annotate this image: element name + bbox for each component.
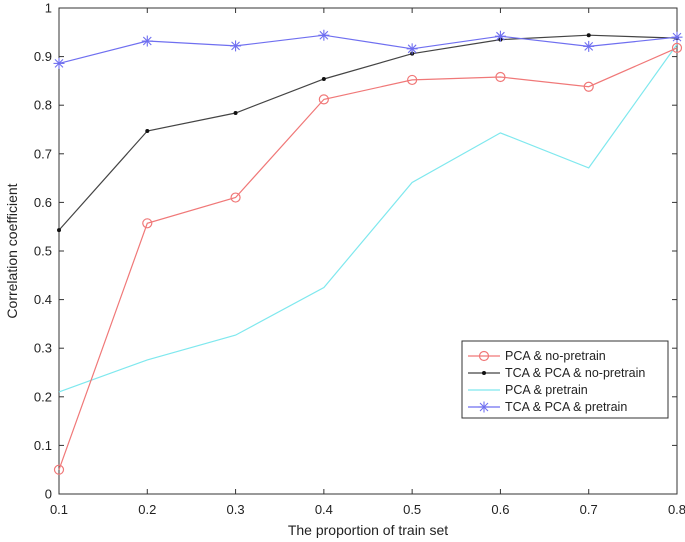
legend-marker-dot (482, 371, 486, 375)
legend-label-tca-pca-pretrain: TCA & PCA & pretrain (505, 400, 627, 414)
data-point-tca-pca-no-pretrain (57, 228, 61, 233)
legend-label-pca-pretrain: PCA & pretrain (505, 383, 588, 397)
legend-marker-star (478, 401, 490, 413)
y-tick-label: 1 (45, 1, 52, 16)
x-tick-label: 0.2 (138, 502, 156, 517)
legend-entry-tca-pca-no-pretrain: TCA & PCA & no-pretrain (468, 366, 645, 380)
data-point-pca-no-pretrain (142, 218, 153, 229)
data-point-tca-pca-pretrain (494, 30, 506, 42)
y-tick-label: 0.1 (34, 438, 52, 453)
y-axis-label: Correlation coefficient (4, 183, 20, 318)
data-point-pca-no-pretrain (583, 81, 594, 92)
star-stroke (231, 41, 240, 51)
star-stroke (54, 59, 64, 68)
y-tick-label: 0.3 (34, 341, 52, 356)
x-tick-label: 0.8 (668, 502, 685, 517)
data-point-tca-pca-pretrain (318, 29, 330, 41)
x-tick-label: 0.4 (315, 502, 333, 517)
data-point-pca-no-pretrain (671, 42, 683, 53)
data-point-tca-pca-pretrain (141, 35, 153, 47)
x-tick-label: 0.1 (50, 502, 68, 517)
data-point-pca-no-pretrain (407, 74, 418, 86)
star-stroke (319, 30, 329, 40)
data-point-tca-pca-no-pretrain (233, 110, 238, 115)
star-stroke (479, 402, 489, 412)
y-tick-label: 0.2 (34, 389, 52, 404)
data-point-pca-no-pretrain (230, 192, 241, 203)
data-point-pca-no-pretrain (495, 71, 506, 83)
star-stroke (672, 32, 682, 42)
legend: PCA & no-pretrain TCA & PCA & no-pretrai… (461, 340, 669, 419)
series-line-pca-pretrain (58, 44, 678, 393)
data-point-tca-pca-no-pretrain (145, 128, 150, 133)
legend-label-tca-pca-no-pretrain: TCA & PCA & no-pretrain (505, 366, 645, 380)
y-tick-label: 0.7 (34, 146, 52, 161)
legend-entry-tca-pca-pretrain: TCA & PCA & pretrain (468, 400, 627, 414)
series-line-tca-pca-no-pretrain (58, 34, 678, 231)
data-point-pca-no-pretrain (53, 464, 65, 475)
legend-entry-pca-no-pretrain: PCA & no-pretrain (468, 349, 606, 363)
star-stroke (496, 31, 505, 41)
data-point-tca-pca-no-pretrain (321, 76, 326, 81)
legend-box (461, 340, 669, 419)
y-tick-label: 0.8 (34, 98, 52, 113)
x-tick-label: 0.6 (491, 502, 509, 517)
star-stroke (407, 44, 417, 54)
y-tick-label: 0.9 (34, 49, 52, 64)
x-tick-label: 0.7 (580, 502, 598, 517)
data-point-tca-pca-pretrain (671, 31, 683, 43)
legend-marker-circle (478, 350, 490, 362)
data-point-tca-pca-pretrain (583, 40, 595, 52)
x-tick-label: 0.5 (403, 502, 421, 517)
legend-label-pca-no-pretrain: PCA & no-pretrain (505, 349, 606, 363)
data-point-tca-pca-pretrain (406, 43, 418, 55)
y-tick-label: 0 (45, 487, 52, 502)
legend-entry-pca-pretrain: PCA & pretrain (468, 383, 588, 397)
series-line-pca-no-pretrain (58, 47, 678, 470)
star-stroke (142, 36, 152, 46)
x-axis-label: The proportion of train set (288, 522, 448, 538)
y-tick-label: 0.4 (34, 292, 52, 307)
y-tick-label: 0.5 (34, 244, 52, 259)
data-point-tca-pca-pretrain (53, 57, 65, 69)
ticks-layer: 0.1 0.2 0.3 0.4 0.5 0.6 0.7 0.800.10.20.30.40.5… (34, 1, 685, 518)
series-layer (53, 29, 683, 475)
x-tick-label: 0.3 (227, 502, 245, 517)
plot-area (58, 7, 678, 495)
data-point-tca-pca-no-pretrain (586, 33, 591, 38)
data-point-pca-no-pretrain (318, 94, 329, 105)
data-point-tca-pca-pretrain (230, 40, 242, 52)
series-line-tca-pca-pretrain (58, 34, 678, 64)
y-tick-label: 0.6 (34, 195, 52, 210)
star-stroke (584, 42, 594, 51)
